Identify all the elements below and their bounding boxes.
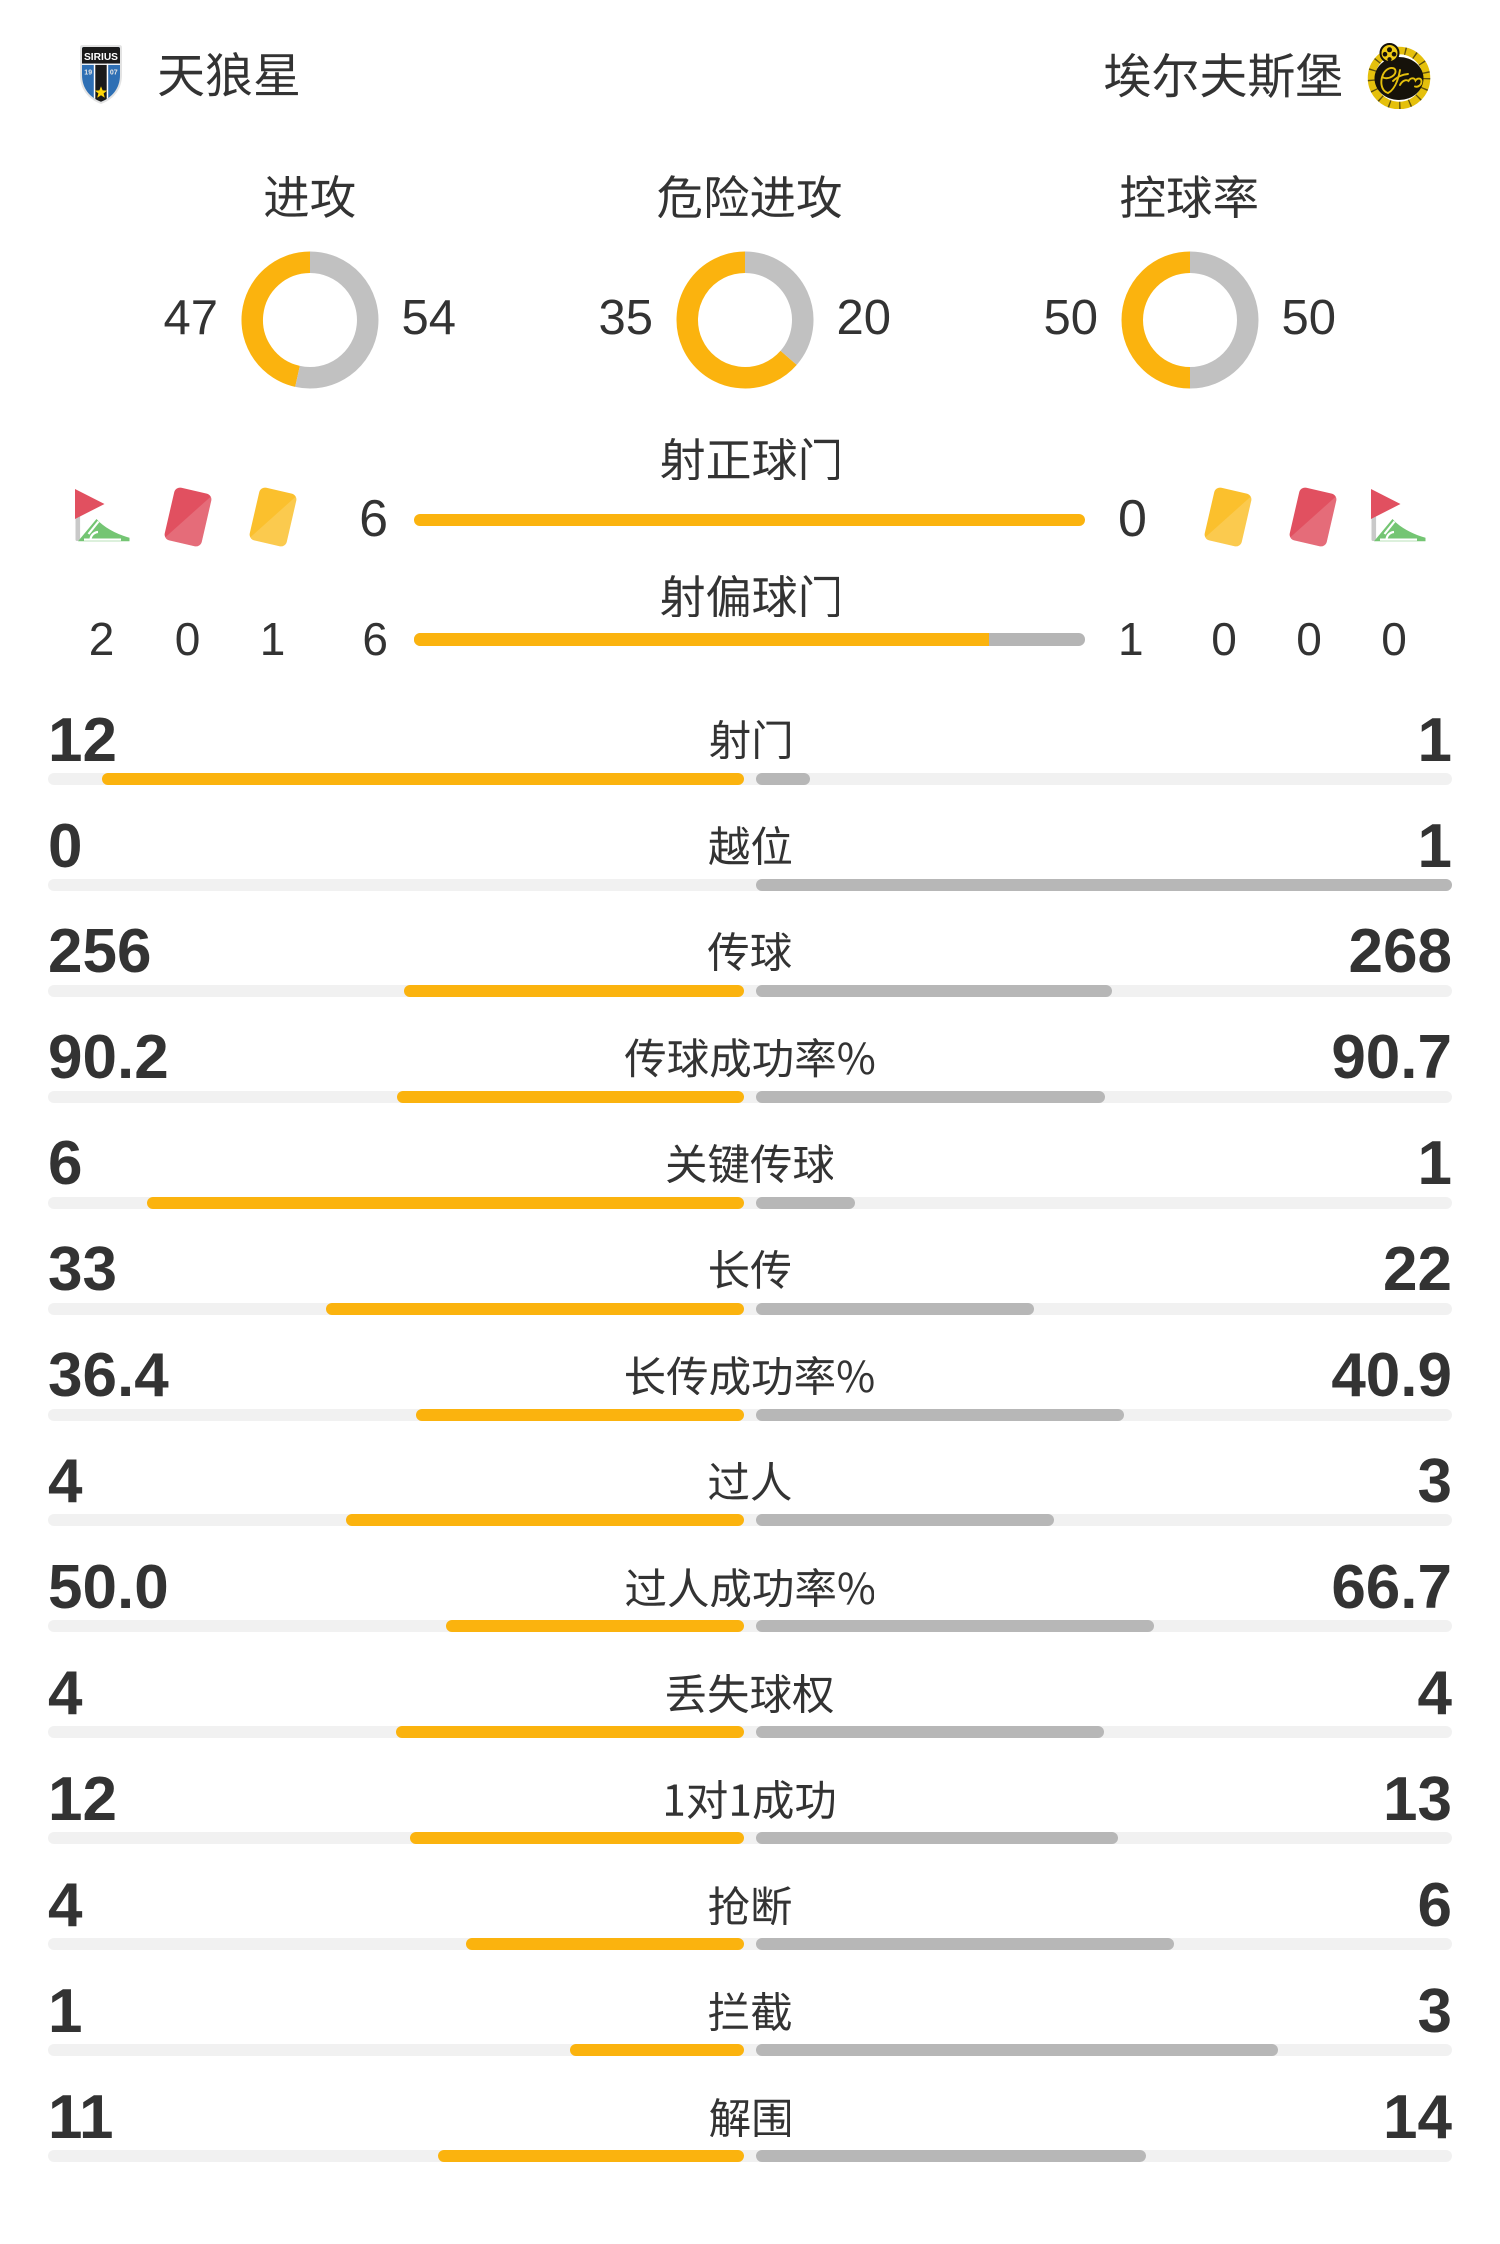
svg-text:07: 07	[110, 70, 118, 77]
svg-text:SIRIUS: SIRIUS	[84, 52, 118, 63]
svg-text:19: 19	[84, 70, 92, 77]
